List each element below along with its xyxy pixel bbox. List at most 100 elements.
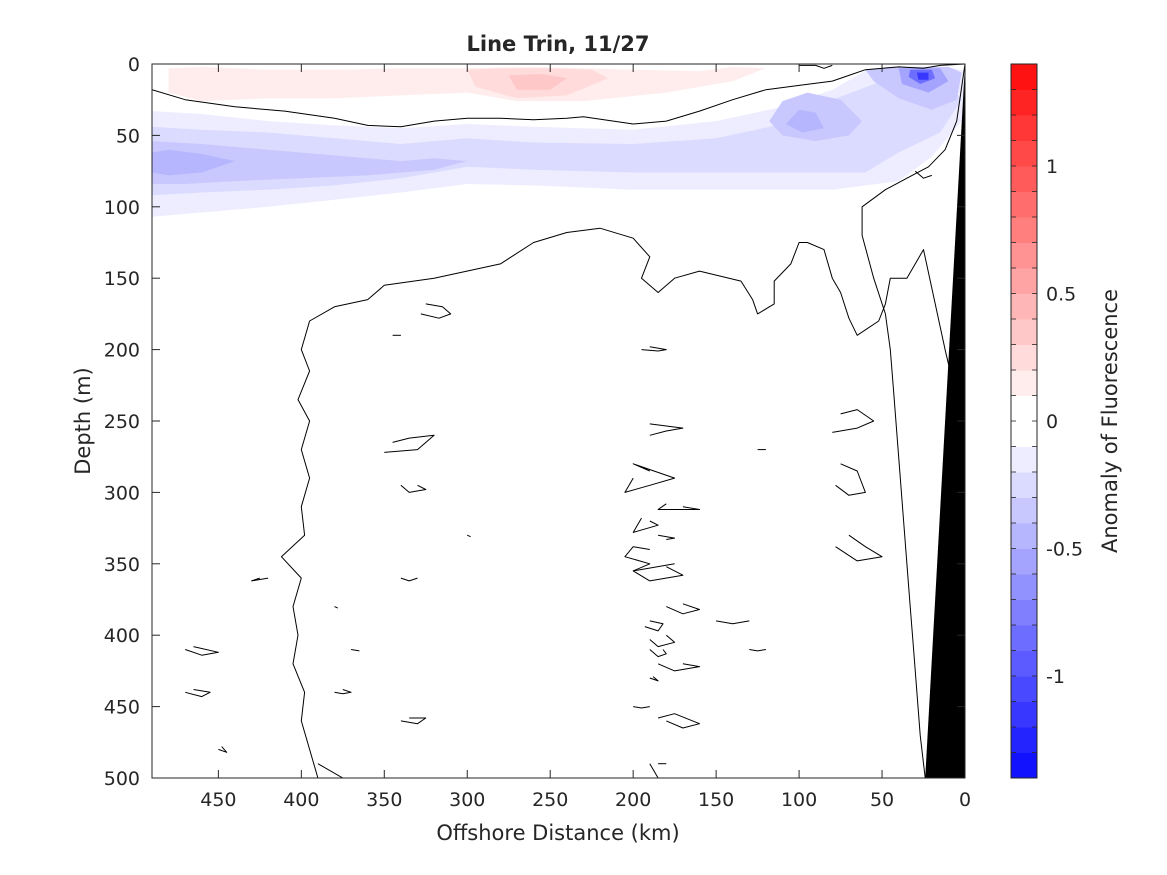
contour-line (633, 706, 650, 709)
y-tick-label: 0 (128, 54, 140, 76)
land-mask-layer (925, 64, 965, 778)
colorbar-band (1011, 472, 1037, 498)
colorbar-band (1011, 599, 1037, 626)
contour-line (466, 534, 471, 538)
colorbar-band (1011, 89, 1037, 116)
colorbar-band (1011, 370, 1037, 396)
colorbar-band (1011, 752, 1037, 779)
x-axis: 450 400 350 300 250 200 150 100 50 0 (200, 64, 971, 811)
x-tick-label: 450 (200, 789, 236, 811)
colorbar-band (1011, 497, 1037, 524)
anomaly-region (785, 109, 824, 133)
y-tick-label: 400 (104, 625, 140, 647)
contour-line (185, 689, 211, 698)
contour-line (716, 620, 750, 625)
colorbar-tick-label: -1 (1046, 666, 1065, 688)
colorbar: 1 0.5 0 -0.5 -1 (1010, 63, 1083, 779)
contour-line (152, 64, 965, 128)
contour-line (280, 227, 965, 778)
contour-line (835, 463, 866, 496)
contour-line (641, 346, 667, 352)
x-tick-label: 200 (615, 789, 651, 811)
colorbar-band (1011, 319, 1037, 345)
contour-line (649, 634, 676, 648)
contour-line (657, 663, 700, 672)
x-tick-label: 150 (698, 789, 734, 811)
y-tick-label: 150 (104, 268, 140, 290)
x-tick-label: 300 (449, 789, 485, 811)
contour-line (384, 434, 435, 453)
colorbar-band (1011, 548, 1037, 575)
plot-area (151, 63, 966, 779)
contour-line (218, 746, 228, 753)
contour-line (351, 649, 360, 652)
contour-line (658, 534, 676, 540)
anomaly-region (152, 141, 468, 184)
colorbar-band (1011, 574, 1037, 600)
colorbar-band (1011, 344, 1037, 371)
contour-line (666, 603, 700, 615)
y-tick-label: 200 (104, 340, 140, 362)
colorbar-band (1011, 64, 1037, 90)
x-tick-label: 250 (532, 789, 568, 811)
contour-line (749, 649, 766, 652)
colorbar-band (1011, 625, 1037, 651)
contour-line (649, 649, 667, 658)
chart-title: Line Trin, 11/27 (466, 32, 649, 56)
colorbar-label: Anomaly of Fluorescence (1098, 289, 1122, 553)
contour-line (400, 577, 418, 582)
colorbar-band (1011, 217, 1037, 243)
colorbar-band (1011, 523, 1037, 549)
colorbar-band (1011, 727, 1037, 753)
contour-line (649, 763, 659, 778)
contour-line (624, 546, 651, 572)
contour-line (632, 563, 684, 582)
contour-line (632, 517, 659, 533)
anomaly-fill-layer (152, 66, 965, 217)
contour-line (835, 534, 883, 562)
contour-line (624, 463, 676, 493)
contour-line-layer (152, 64, 965, 778)
colorbar-band (1011, 650, 1037, 677)
contour-line (251, 577, 269, 582)
y-axis-label: Depth (m) (71, 367, 95, 474)
x-tick-label: 50 (870, 789, 894, 811)
y-tick-label: 250 (104, 411, 140, 433)
colorbar-band (1011, 242, 1037, 269)
colorbar-band (1011, 268, 1037, 294)
contour-line (832, 409, 875, 433)
colorbar-tick-label: 1 (1046, 156, 1058, 178)
contour-line (317, 763, 344, 778)
y-axis: 0 50 100 150 200 250 300 350 400 450 500 (104, 54, 965, 790)
contour-line (420, 303, 452, 319)
colorbar-band (1011, 421, 1037, 447)
contour-line (657, 713, 700, 729)
colorbar-band (1011, 676, 1037, 702)
contour-line (914, 170, 932, 179)
contour-line (400, 717, 427, 725)
y-tick-label: 50 (116, 125, 140, 147)
x-tick-label: 400 (283, 789, 319, 811)
contour-line (657, 503, 700, 510)
contour-line (799, 64, 833, 69)
colorbar-tick-label: 0 (1046, 411, 1058, 433)
colorbar-band (1011, 166, 1037, 192)
anomaly-region (508, 74, 567, 90)
colorbar-band (1011, 395, 1037, 422)
y-tick-label: 350 (104, 554, 140, 576)
y-tick-label: 500 (104, 768, 140, 790)
contour-line (400, 484, 427, 493)
contour-line (644, 620, 664, 632)
contour-line (334, 689, 352, 695)
contour-line (334, 606, 339, 609)
x-tick-label: 350 (366, 789, 402, 811)
x-tick-label: 100 (781, 789, 817, 811)
y-tick-label: 300 (104, 482, 140, 504)
contour-line (649, 676, 659, 682)
colorbar-frame (1010, 63, 1038, 779)
y-tick-label: 450 (104, 697, 140, 719)
colorbar-band (1011, 293, 1037, 320)
x-axis-label: Offshore Distance (km) (436, 821, 679, 845)
anomaly-region (152, 149, 235, 176)
anomaly-region (916, 72, 929, 80)
